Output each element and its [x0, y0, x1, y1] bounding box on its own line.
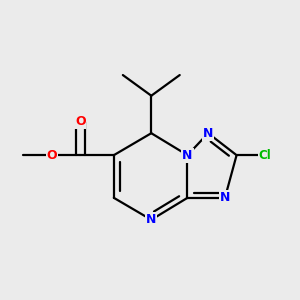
Text: N: N	[146, 213, 157, 226]
Text: Cl: Cl	[259, 149, 272, 162]
Text: O: O	[75, 115, 86, 128]
Text: O: O	[46, 149, 57, 162]
Text: N: N	[203, 127, 213, 140]
Text: N: N	[220, 191, 230, 204]
Text: N: N	[182, 149, 193, 162]
